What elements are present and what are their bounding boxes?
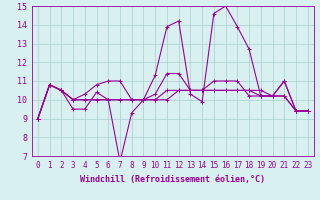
X-axis label: Windchill (Refroidissement éolien,°C): Windchill (Refroidissement éolien,°C) [80, 175, 265, 184]
